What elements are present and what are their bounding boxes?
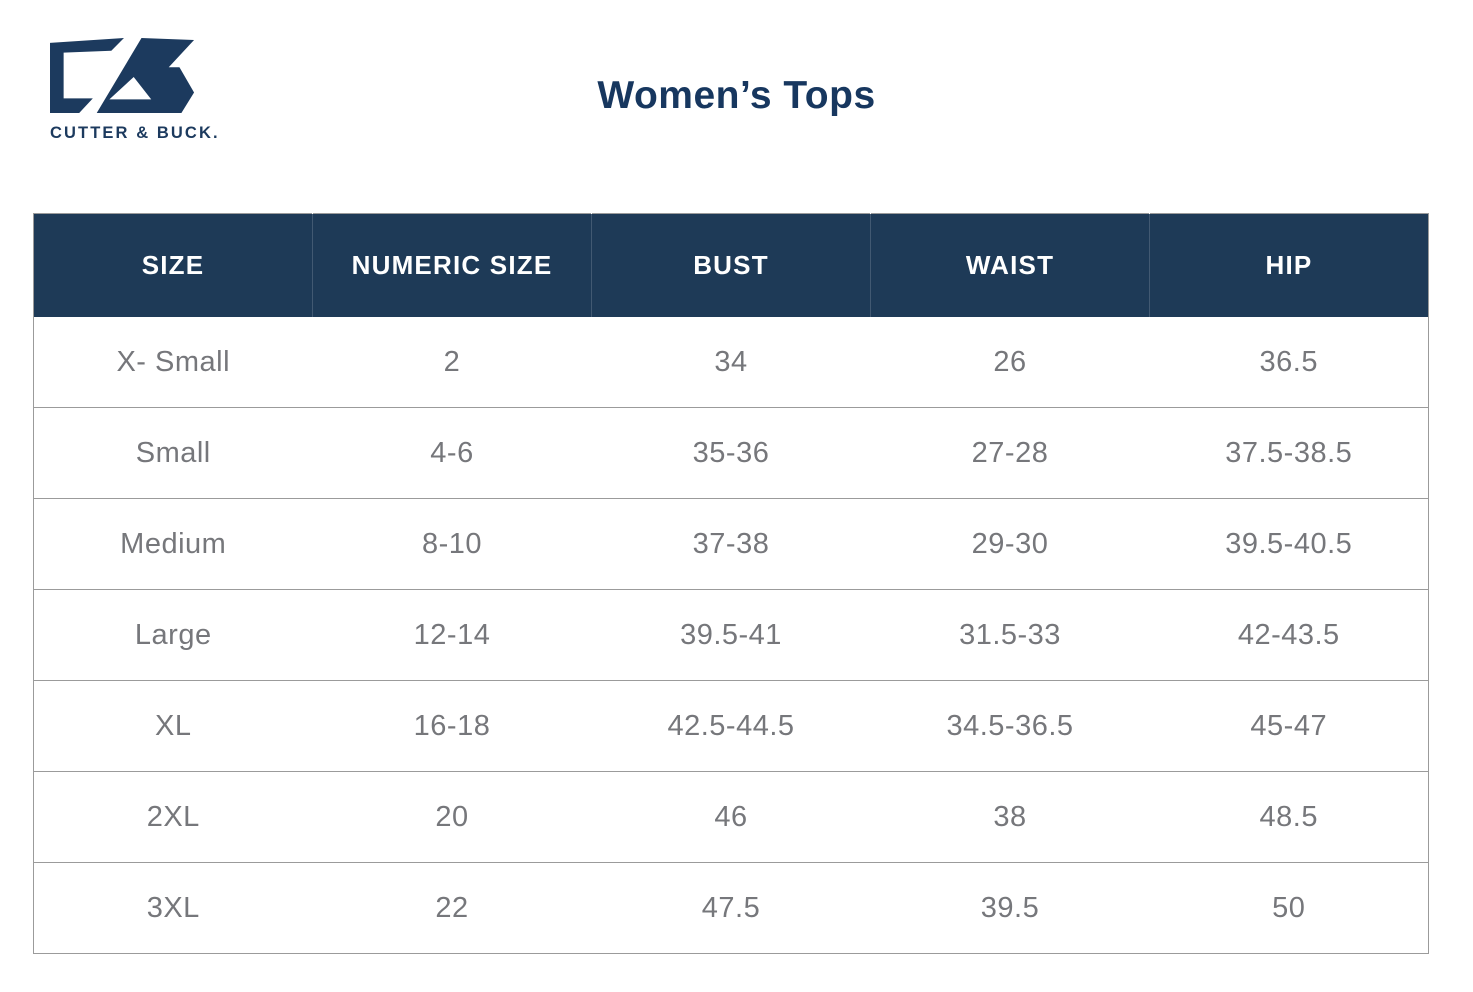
cell-hip: 42-43.5 — [1149, 589, 1429, 681]
cell-hip: 50 — [1149, 862, 1429, 954]
cell-hip: 36.5 — [1149, 317, 1429, 408]
cell-size: 2XL — [33, 771, 313, 863]
cell-waist: 27-28 — [870, 407, 1150, 499]
cell-bust: 47.5 — [591, 862, 871, 954]
table-row: Small 4-6 35-36 27-28 37.5-38.5 — [33, 407, 1429, 499]
cell-numeric-size: 4-6 — [312, 407, 592, 499]
cell-size: Large — [33, 589, 313, 681]
column-header-size: SIZE — [33, 213, 313, 317]
cell-bust: 46 — [591, 771, 871, 863]
cell-numeric-size: 8-10 — [312, 498, 592, 590]
cell-size: Medium — [33, 498, 313, 590]
cell-waist: 29-30 — [870, 498, 1150, 590]
cell-size: X- Small — [33, 317, 313, 408]
cell-numeric-size: 20 — [312, 771, 592, 863]
column-header-bust: BUST — [591, 213, 871, 317]
table-row: 3XL 22 47.5 39.5 50 — [33, 862, 1429, 954]
cell-waist: 31.5-33 — [870, 589, 1150, 681]
cell-size: XL — [33, 680, 313, 772]
size-chart-table: SIZE NUMERIC SIZE BUST WAIST HIP X- Smal… — [33, 213, 1429, 954]
page-title: Women’s Tops — [597, 74, 876, 117]
cutter-buck-monogram-icon — [50, 38, 195, 113]
cell-numeric-size: 2 — [312, 317, 592, 408]
cell-waist: 39.5 — [870, 862, 1150, 954]
header-row: SIZE NUMERIC SIZE BUST WAIST HIP — [33, 213, 1429, 317]
cell-waist: 38 — [870, 771, 1150, 863]
cell-bust: 37-38 — [591, 498, 871, 590]
column-header-waist: WAIST — [870, 213, 1150, 317]
column-header-hip: HIP — [1149, 213, 1429, 317]
cell-bust: 34 — [591, 317, 871, 408]
cell-hip: 45-47 — [1149, 680, 1429, 772]
table-row: X- Small 2 34 26 36.5 — [33, 317, 1429, 408]
cell-numeric-size: 16-18 — [312, 680, 592, 772]
cell-bust: 42.5-44.5 — [591, 680, 871, 772]
cell-size: 3XL — [33, 862, 313, 954]
column-header-numeric-size: NUMERIC SIZE — [312, 213, 592, 317]
table-row: Medium 8-10 37-38 29-30 39.5-40.5 — [33, 498, 1429, 590]
brand-wordmark: CUTTER & BUCK. — [50, 124, 220, 142]
cell-bust: 35-36 — [591, 407, 871, 499]
cell-waist: 34.5-36.5 — [870, 680, 1150, 772]
cell-bust: 39.5-41 — [591, 589, 871, 681]
cell-hip: 39.5-40.5 — [1149, 498, 1429, 590]
cell-waist: 26 — [870, 317, 1150, 408]
table-row: XL 16-18 42.5-44.5 34.5-36.5 45-47 — [33, 680, 1429, 772]
cell-hip: 48.5 — [1149, 771, 1429, 863]
cell-size: Small — [33, 407, 313, 499]
cell-numeric-size: 12-14 — [312, 589, 592, 681]
table-row: 2XL 20 46 38 48.5 — [33, 771, 1429, 863]
cell-numeric-size: 22 — [312, 862, 592, 954]
table-row: Large 12-14 39.5-41 31.5-33 42-43.5 — [33, 589, 1429, 681]
cell-hip: 37.5-38.5 — [1149, 407, 1429, 499]
brand-logo: CUTTER & BUCK. — [50, 36, 220, 143]
